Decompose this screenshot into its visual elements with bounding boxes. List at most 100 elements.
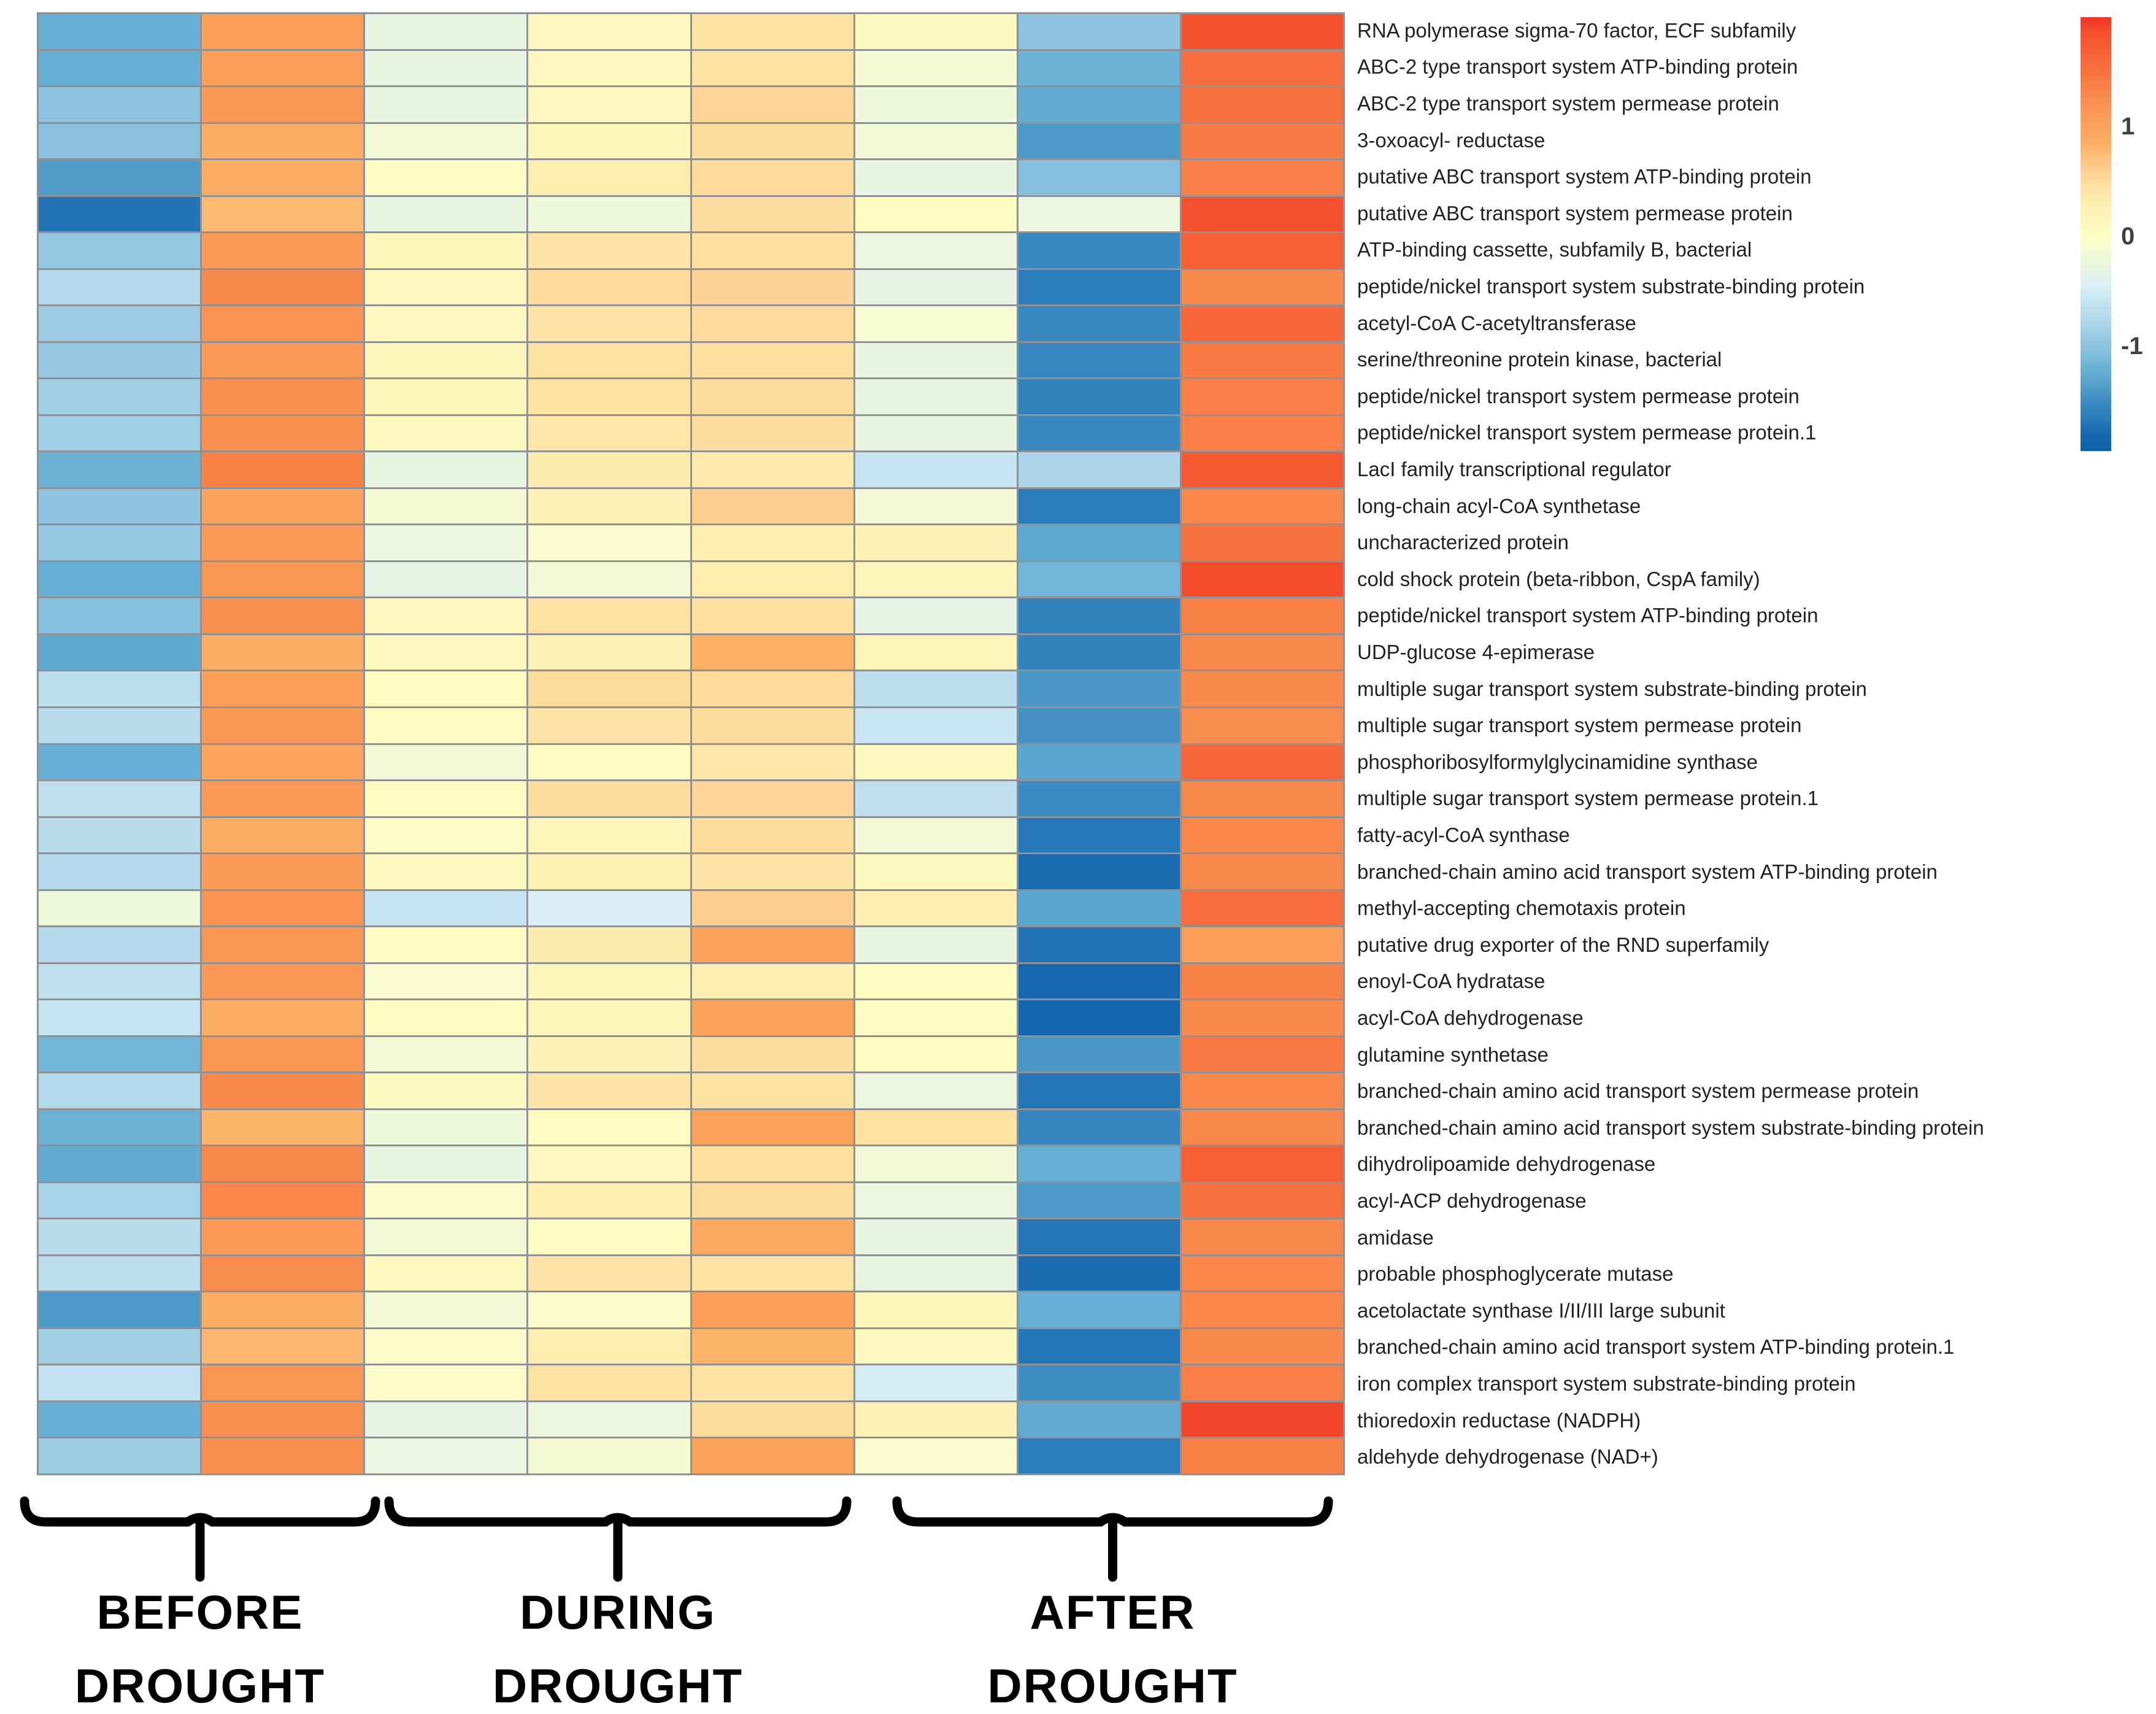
heatmap-cell	[691, 1256, 853, 1291]
heatmap-cell	[39, 708, 201, 743]
heatmap-cell	[1018, 342, 1180, 378]
heatmap-cell	[855, 927, 1017, 962]
heatmap-cell	[202, 708, 364, 743]
heatmap-cell	[365, 269, 527, 305]
group-label-during-line2: DROUGHT	[492, 1659, 744, 1713]
heatmap-cell	[1018, 233, 1180, 268]
heatmap-cell	[855, 1000, 1017, 1035]
row-label: ABC-2 type transport system ATP-binding …	[1357, 55, 1798, 79]
heatmap-cell	[1018, 14, 1180, 49]
heatmap-cell	[1181, 415, 1343, 451]
row-label: dihydrolipoamide dehydrogenase	[1357, 1152, 1656, 1176]
row-label: phosphoribosylformylglycinamidine syntha…	[1357, 750, 1758, 773]
heatmap-cell	[855, 781, 1017, 816]
heatmap-cell	[1181, 1110, 1343, 1145]
heatmap-cell	[528, 1365, 690, 1400]
heatmap-cell	[691, 233, 853, 268]
row-label: RNA polymerase sigma-70 factor, ECF subf…	[1357, 18, 1796, 42]
heatmap-cell	[1181, 342, 1343, 378]
heatmap-cell	[691, 562, 853, 597]
heatmap-cell	[1018, 635, 1180, 670]
heatmap-cell	[39, 671, 201, 706]
heatmap-cell	[365, 963, 527, 999]
heatmap-cell	[202, 1292, 364, 1327]
heatmap-cell	[855, 160, 1017, 195]
heatmap-cell	[1018, 1219, 1180, 1254]
row-label: multiple sugar transport system permease…	[1357, 714, 1802, 737]
heatmap-cell	[528, 269, 690, 305]
heatmap-cell	[1018, 50, 1180, 86]
heatmap-cell	[855, 1292, 1017, 1327]
row-label: putative ABC transport system permease p…	[1357, 201, 1793, 225]
heatmap-cell	[1181, 269, 1343, 305]
heatmap-cell	[691, 50, 853, 86]
heatmap-cell	[528, 562, 690, 597]
heatmap-cell	[528, 196, 690, 232]
heatmap-cell	[691, 963, 853, 999]
heatmap-cell	[691, 1402, 853, 1437]
row-label: uncharacterized protein	[1357, 531, 1569, 554]
heatmap-cell	[1018, 379, 1180, 414]
heatmap-cell	[1181, 1329, 1343, 1364]
row-label: methyl-accepting chemotaxis protein	[1357, 897, 1686, 920]
heatmap-cell	[39, 233, 201, 268]
heatmap-cell	[365, 1146, 527, 1181]
heatmap-cell	[528, 1256, 690, 1291]
heatmap-cell	[855, 488, 1017, 524]
heatmap-cell	[528, 1219, 690, 1254]
heatmap-cell	[39, 1365, 201, 1400]
heatmap-cell	[365, 854, 527, 889]
heatmap-cell	[365, 50, 527, 86]
heatmap-cell	[1181, 1073, 1343, 1108]
heatmap-cell	[1181, 1292, 1343, 1327]
heatmap-cell	[39, 525, 201, 560]
heatmap-cell	[202, 1000, 364, 1035]
heatmap-cell	[528, 1183, 690, 1218]
heatmap-cell	[691, 1183, 853, 1218]
group-label-before-line1: BEFORE	[96, 1585, 304, 1639]
heatmap-cell	[1018, 671, 1180, 706]
row-label: multiple sugar transport system permease…	[1357, 787, 1819, 810]
heatmap-cell	[855, 1219, 1017, 1254]
heatmap-cell	[691, 379, 853, 414]
heatmap-cell	[365, 196, 527, 232]
heatmap-cell	[528, 306, 690, 341]
heatmap-cell	[691, 1365, 853, 1400]
heatmap-cell	[855, 1037, 1017, 1072]
heatmap-cell	[365, 1402, 527, 1437]
heatmap-cell	[691, 1292, 853, 1327]
heatmap-cell	[691, 452, 853, 487]
heatmap-cell	[39, 50, 201, 86]
heatmap-cell	[1181, 1037, 1343, 1072]
heatmap-cell	[1181, 196, 1343, 232]
heatmap-cell	[365, 708, 527, 743]
row-label: cold shock protein (beta-ribbon, CspA fa…	[1357, 567, 1760, 590]
heatmap-cell	[855, 562, 1017, 597]
heatmap-cell	[1018, 1438, 1180, 1473]
heatmap-cell	[855, 525, 1017, 560]
heatmap-cell	[1181, 671, 1343, 706]
heatmap-cell	[202, 50, 364, 86]
heatmap-cell	[855, 342, 1017, 378]
heatmap-cell	[39, 1183, 201, 1218]
heatmap-cell	[202, 488, 364, 524]
heatmap-cell	[855, 854, 1017, 889]
heatmap-cell	[691, 14, 853, 49]
heatmap-cell	[365, 1292, 527, 1327]
heatmap-cell	[1181, 781, 1343, 816]
heatmap-cell	[528, 927, 690, 962]
heatmap-cell	[855, 87, 1017, 122]
heatmap-cell	[39, 269, 201, 305]
row-label: probable phosphoglycerate mutase	[1357, 1262, 1674, 1286]
heatmap-cell	[1181, 525, 1343, 560]
heatmap-cell	[39, 1438, 201, 1473]
heatmap-cell	[528, 488, 690, 524]
heatmap-cell	[691, 708, 853, 743]
heatmap-cell	[528, 1037, 690, 1072]
heatmap-cell	[1018, 1146, 1180, 1181]
heatmap-cell	[855, 1402, 1017, 1437]
heatmap-cell	[39, 452, 201, 487]
heatmap-cell	[202, 1219, 364, 1254]
row-label: acetyl-CoA C-acetyltransferase	[1357, 311, 1636, 334]
